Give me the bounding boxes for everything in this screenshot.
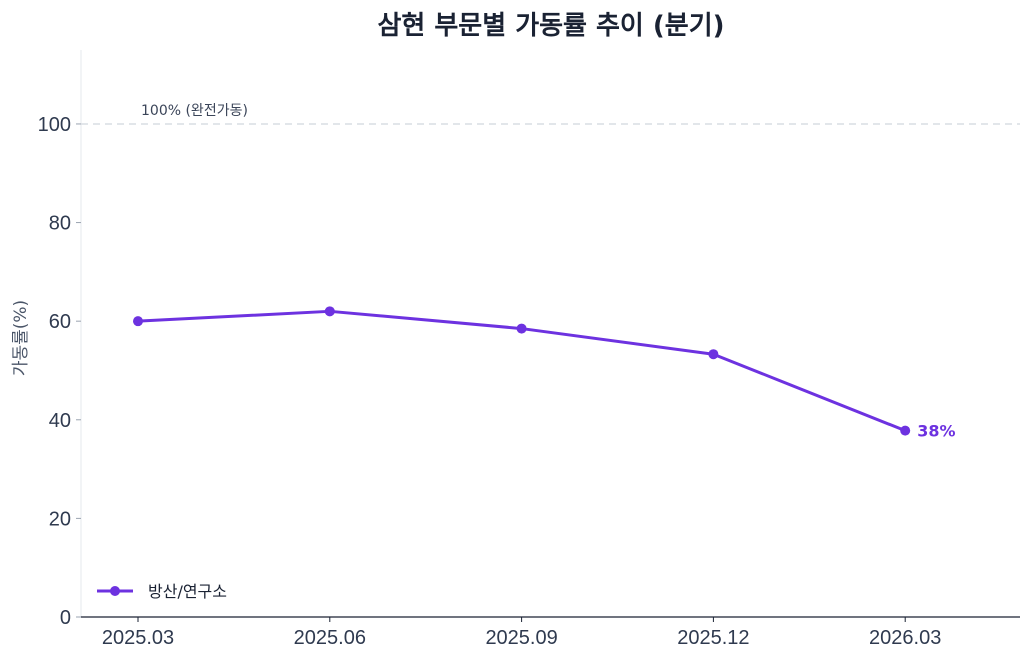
y-tick-label: 80 xyxy=(49,213,71,235)
y-tick-label: 60 xyxy=(49,311,71,333)
x-tick-label: 2025.06 xyxy=(294,627,366,649)
y-tick-label: 40 xyxy=(49,410,71,432)
reference-line-label: 100% (완전가동) xyxy=(141,103,248,119)
data-point xyxy=(133,316,143,327)
data-point xyxy=(708,349,719,360)
x-tick-label: 2026.03 xyxy=(869,627,941,649)
data-point xyxy=(900,425,911,436)
y-axis-label: 가동률(%) xyxy=(11,300,31,376)
y-tick-label: 20 xyxy=(49,508,71,530)
x-tick-label: 2025.03 xyxy=(102,627,174,649)
chart-title: 삼현 부문별 가동률 추이 (분기) xyxy=(377,11,724,41)
x-tick-label: 2025.12 xyxy=(677,627,749,649)
x-tick-label: 2025.09 xyxy=(485,627,557,649)
y-tick-label: 0 xyxy=(60,607,71,629)
y-tick-label: 100 xyxy=(38,114,71,136)
plot-area: 0 20 40 60 80 100 2025.03 2025.06 2025.09 2025.12… xyxy=(38,50,1020,649)
end-value-label: 38% xyxy=(917,422,955,441)
legend-marker xyxy=(110,586,120,596)
legend-label: 방산/연구소 xyxy=(148,582,227,601)
data-point xyxy=(516,323,527,334)
data-point xyxy=(324,306,335,317)
